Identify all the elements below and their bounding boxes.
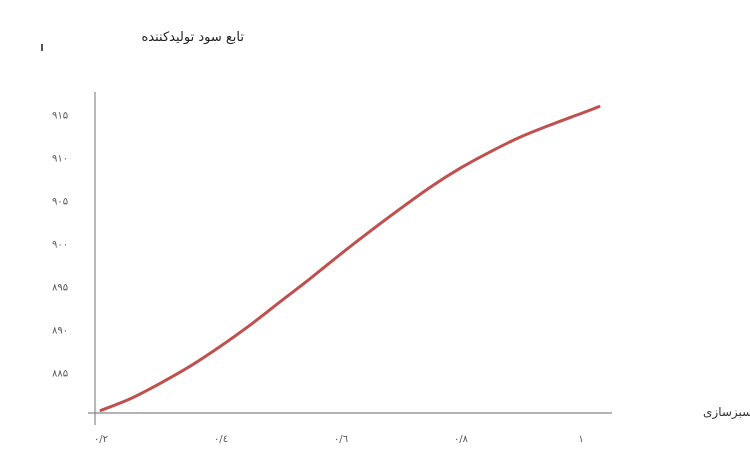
x-tick-label: ۱ xyxy=(578,434,583,445)
x-tick-label: ۰/٤ xyxy=(214,434,228,445)
y-tick-label: ۸۸۵ xyxy=(52,369,68,380)
profit-line xyxy=(101,107,599,411)
y-tick-label: ۹۰۵ xyxy=(52,196,68,207)
x-tick-labels: ۰/۲ ۰/٤ ۰/٦ ۰/۸ ۱ xyxy=(94,434,584,445)
y-tick-label: ۸۹۵ xyxy=(52,282,68,293)
y-tick-labels: ۸۸۵ ۸۹۰ ۸۹۵ ۹۰۰ ۹۰۵ ۹۱۰ ۹۱۵ xyxy=(52,110,68,379)
y-tick-label: ۸۹۰ xyxy=(52,326,68,337)
y-tick-label: ۹۱۰ xyxy=(52,153,68,164)
y-tick-label: ۹۱۵ xyxy=(52,110,68,121)
x-tick-label: ۰/٦ xyxy=(334,434,348,445)
x-tick-label: ۰/۲ xyxy=(94,434,108,445)
y-tick-label: ۹۰۰ xyxy=(52,239,68,250)
x-axis-title: ضریب سبزسازی xyxy=(703,405,750,420)
x-tick-label: ۰/۸ xyxy=(454,434,469,445)
